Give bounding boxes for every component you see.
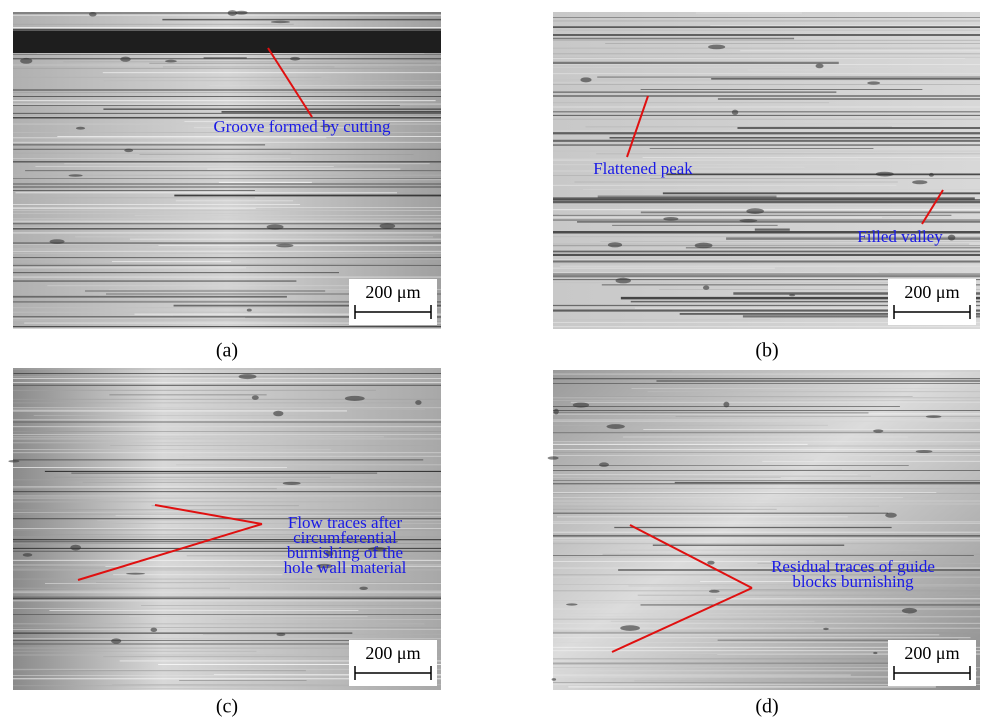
surface-pit xyxy=(823,628,829,630)
surface-pit xyxy=(816,64,824,69)
surface-pit xyxy=(50,239,65,244)
figure: 200 μmGroove formed by cutting(a)200 μmF… xyxy=(0,0,981,722)
surface-pit xyxy=(151,628,158,632)
surface-pit xyxy=(239,374,257,379)
surface-pit xyxy=(709,590,720,593)
surface-pit xyxy=(8,460,19,463)
surface-pit xyxy=(271,21,290,23)
surface-pit xyxy=(566,603,578,605)
surface-pit xyxy=(120,57,130,62)
cut-groove xyxy=(13,31,441,53)
surface-pit xyxy=(789,294,795,296)
surface-pit xyxy=(929,173,934,177)
surface-pit xyxy=(620,625,640,631)
surface-pit xyxy=(548,456,559,459)
surface-pit xyxy=(695,243,713,249)
surface-pit xyxy=(267,224,284,229)
surface-pit xyxy=(580,77,591,82)
surface-pit xyxy=(554,409,559,415)
surface-pit xyxy=(926,415,942,418)
panel-caption: (a) xyxy=(216,340,238,362)
micrograph-panel: 200 μm Flattened peak Filled valley xyxy=(553,12,980,329)
scale-bar-label: 200 μm xyxy=(365,643,420,663)
surface-pit xyxy=(912,180,927,184)
surface-pit xyxy=(616,278,631,284)
surface-pit xyxy=(69,174,83,177)
surface-pit xyxy=(746,208,764,214)
surface-pit xyxy=(23,553,33,557)
scale-bar-label: 200 μm xyxy=(365,282,420,302)
surface-pit xyxy=(273,411,283,417)
surface-pit xyxy=(235,11,247,15)
surface-pit xyxy=(916,450,933,453)
surface-pit xyxy=(902,608,917,614)
surface-pit xyxy=(247,309,252,312)
page: {"panels": [ {"caption": "(a)", "scale_b… xyxy=(0,0,981,722)
surface-pit xyxy=(663,217,678,221)
surface-pit xyxy=(126,573,145,575)
surface-pit xyxy=(359,587,368,590)
surface-pit xyxy=(276,244,293,248)
surface-pit xyxy=(608,242,622,247)
surface-pit xyxy=(703,286,709,290)
annotation-text: Filled valley xyxy=(857,227,943,246)
surface-pit xyxy=(345,396,365,401)
surface-pit xyxy=(552,678,557,681)
annotation-text: Flattened peak xyxy=(593,159,693,178)
surface-pit xyxy=(283,482,301,485)
surface-pit xyxy=(885,513,897,518)
surface-pit xyxy=(415,400,421,405)
surface-pit xyxy=(252,395,259,400)
surface-pit xyxy=(111,638,121,643)
surface-pit xyxy=(732,110,738,115)
surface-pit xyxy=(20,58,32,64)
surface-pit xyxy=(707,561,714,565)
surface-pit xyxy=(89,12,97,16)
annotation-text: blocks burnishing xyxy=(792,572,914,591)
micrograph-panel: 200 μm Groove formed by cutting xyxy=(13,10,441,329)
surface-pit xyxy=(708,45,725,50)
surface-pit xyxy=(76,127,85,130)
annotation-text: Groove formed by cutting xyxy=(213,117,391,136)
scale-bar-label: 200 μm xyxy=(904,282,959,302)
panel-caption: (b) xyxy=(755,340,778,362)
surface-pit xyxy=(380,223,396,229)
surface-pit xyxy=(276,633,285,636)
surface-pit xyxy=(867,81,880,84)
surface-pit xyxy=(124,149,133,153)
annotation-text: hole wall material xyxy=(284,558,407,577)
panel-caption: (d) xyxy=(755,696,778,718)
surface-pit xyxy=(948,235,956,241)
surface-pit xyxy=(873,652,877,654)
panel-caption: (c) xyxy=(216,696,238,718)
surface-pit xyxy=(876,172,894,177)
surface-pit xyxy=(165,60,177,63)
surface-pit xyxy=(573,402,589,407)
surface-pit xyxy=(599,462,609,466)
surface-pit xyxy=(723,402,729,408)
surface-pit xyxy=(740,219,758,222)
surface-pit xyxy=(606,424,624,429)
surface-pit xyxy=(70,545,81,551)
surface-pit xyxy=(290,57,300,61)
surface-pit xyxy=(873,429,883,432)
scale-bar-label: 200 μm xyxy=(904,643,959,663)
